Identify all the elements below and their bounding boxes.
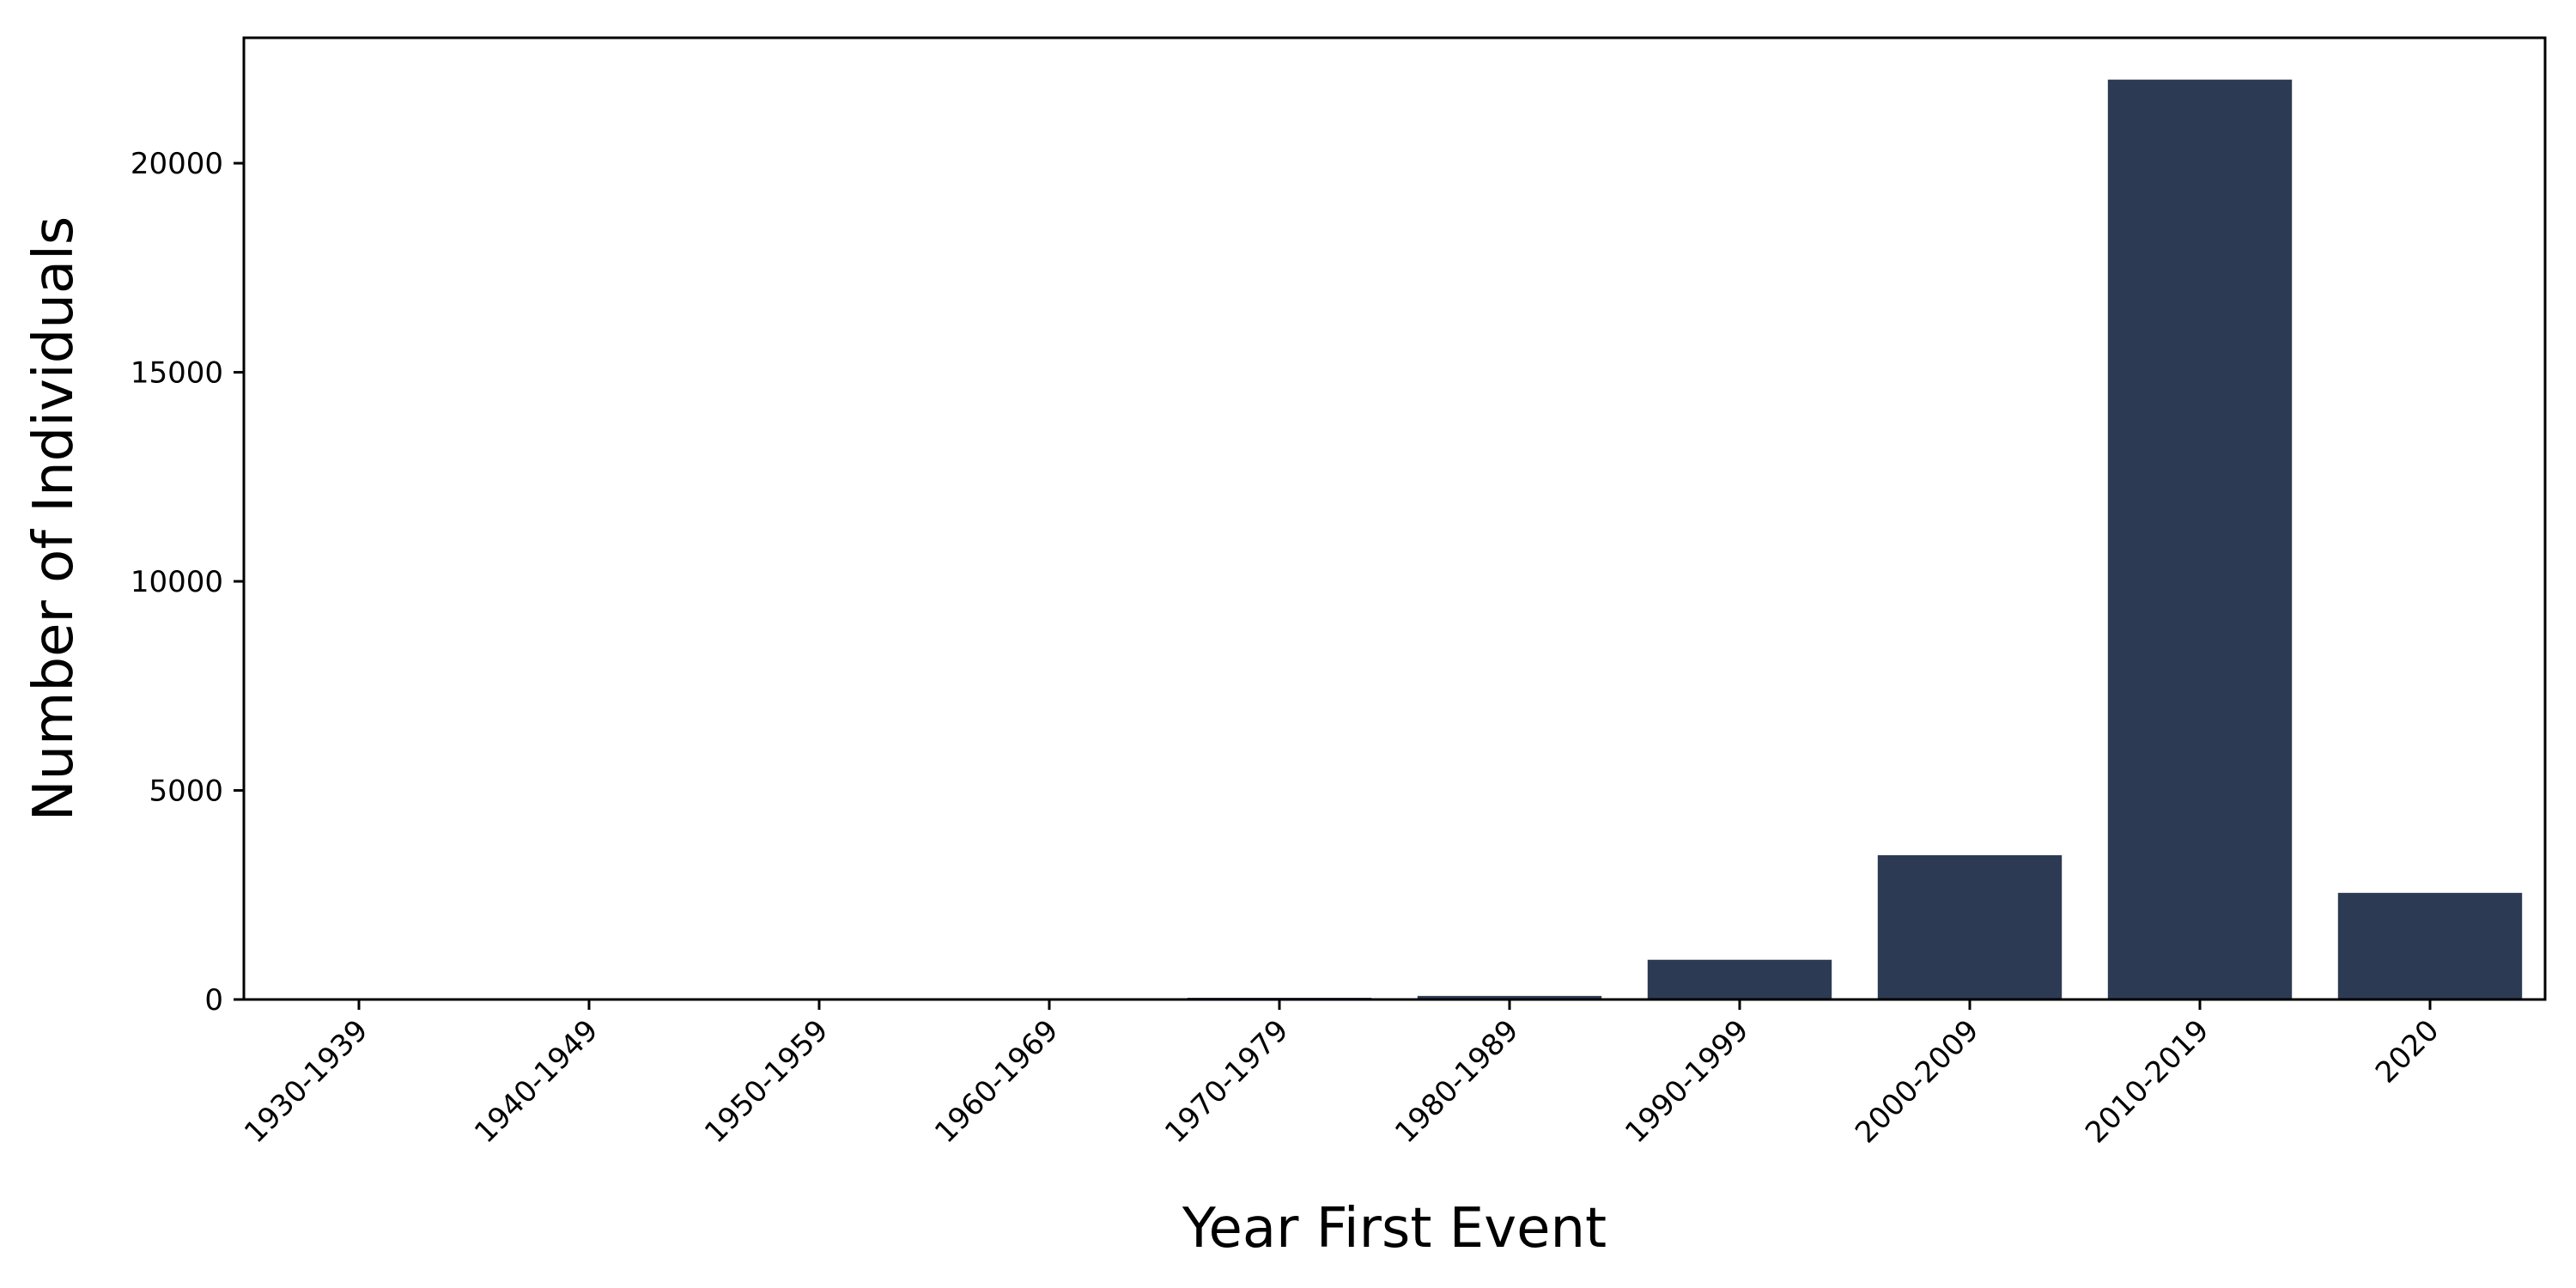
x-tick-label: 1990-1999: [1619, 1013, 1755, 1150]
bar: [1417, 995, 1602, 999]
bar: [1877, 855, 2063, 999]
x-tick-label: 1980-1989: [1388, 1013, 1525, 1150]
x-axis: 1930-1939 1940-1949 1950-1959 1960-1969 1970…: [238, 999, 2445, 1150]
y-tick-label: 10000: [131, 565, 223, 599]
x-tick-label: 1940-1949: [468, 1013, 605, 1150]
plot-frame: [242, 36, 2547, 1001]
x-tick-label: 1950-1959: [698, 1013, 835, 1150]
bar: [1647, 959, 1832, 999]
x-tick-label: 2000-2009: [1849, 1013, 1985, 1150]
bar: [2107, 79, 2293, 1000]
bars-layer: [266, 79, 2523, 1000]
y-axis: 0 5000 10000 15000 20000: [131, 147, 244, 1018]
x-tick-label: 2020: [2369, 1013, 2445, 1090]
y-tick-label: 20000: [131, 147, 223, 181]
y-tick-label: 5000: [149, 775, 223, 809]
y-axis-title: Number of Individuals: [22, 216, 86, 822]
x-axis-title: Year First Event: [1182, 1197, 1607, 1261]
x-tick-label: 1960-1969: [928, 1013, 1065, 1150]
x-tick-label: 2010-2019: [2079, 1013, 2215, 1150]
bar: [2337, 892, 2523, 999]
y-tick-label: 15000: [131, 356, 223, 391]
y-tick-label: 0: [204, 983, 223, 1018]
x-tick-label: 1970-1979: [1158, 1013, 1295, 1150]
x-tick-label: 1930-1939: [238, 1013, 374, 1150]
